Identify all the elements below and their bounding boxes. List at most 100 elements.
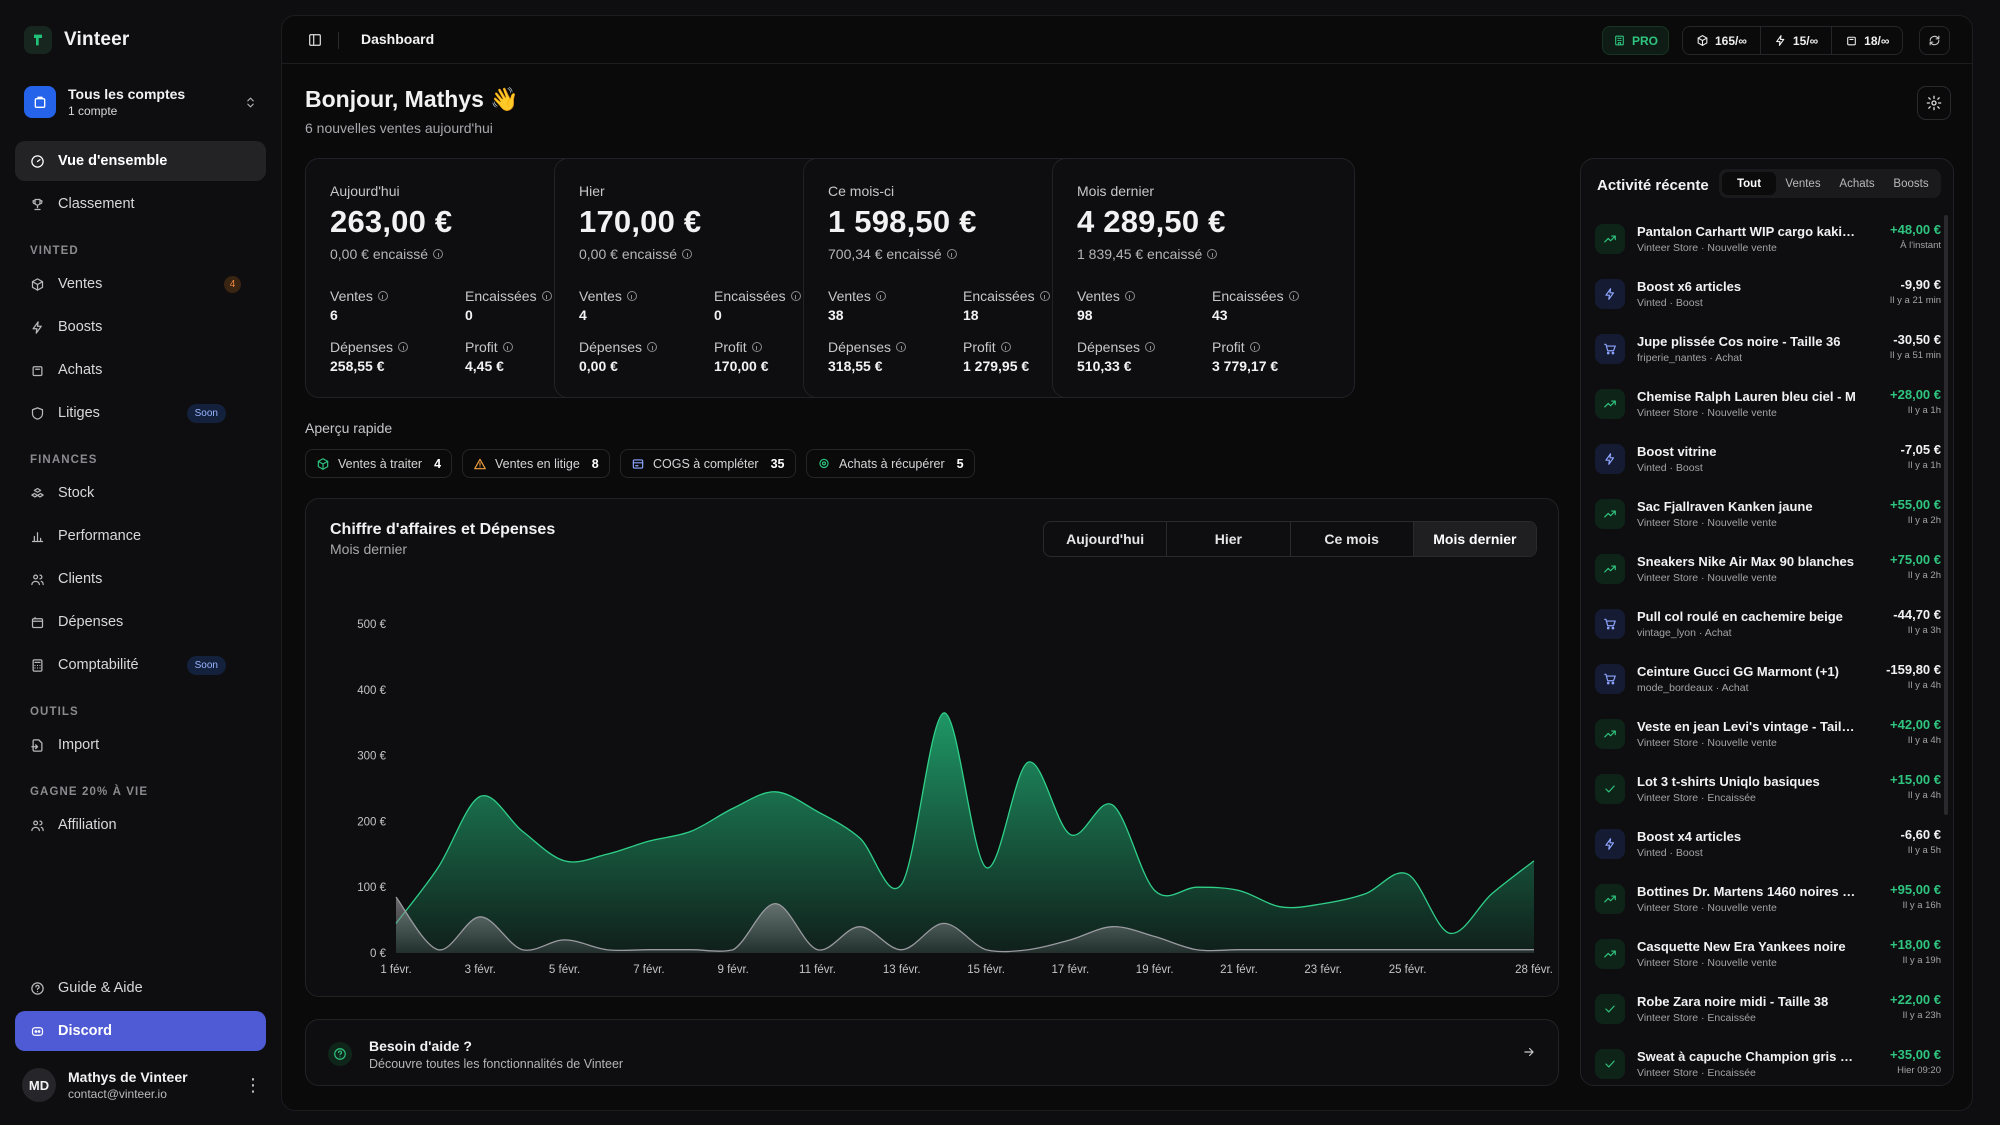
kpi-stat-depenses: Dépenses 258,55 €: [330, 339, 465, 374]
info-icon[interactable]: [1145, 342, 1156, 352]
kpi-collected-value: 0,00 € encaissé: [579, 246, 678, 262]
tab-ventes[interactable]: Ventes: [1785, 177, 1821, 190]
range-ce-mois[interactable]: Ce mois: [1289, 522, 1413, 556]
activity-item[interactable]: Chemise Ralph Lauren bleu ciel - M Vintee…: [1595, 376, 1941, 431]
sidebar-item-litiges[interactable]: Litiges Soon: [15, 393, 266, 433]
help-subtitle: Découvre toutes les fonctionnalités de V…: [369, 1057, 624, 1071]
activity-item[interactable]: Ceinture Gucci GG Marmont (+1) mode_borde…: [1595, 651, 1941, 706]
tab-tout[interactable]: Tout: [1722, 172, 1776, 195]
activity-item[interactable]: Boost vitrine Vinted · Boost -7,05 € Il y a…: [1595, 431, 1941, 486]
help-banner[interactable]: Besoin d'aide ? Découvre toutes les fonc…: [305, 1019, 1559, 1086]
quick-label: Achats à récupérer: [839, 456, 945, 471]
kpi-value: 1 598,50 €: [828, 204, 977, 239]
activity-time: Il y a 4h: [1907, 790, 1941, 801]
activity-item[interactable]: Jupe plissée Cos noire - Taille 36 friper…: [1595, 321, 1941, 376]
info-icon[interactable]: [433, 249, 444, 259]
sidebar-nav: Vue d'ensemble Classement VINTED Ventes 4 Boo…: [15, 141, 266, 848]
kpi-stat-label: Ventes: [330, 288, 373, 304]
activity-time: Il y a 5h: [1907, 845, 1941, 856]
sidebar-item-classement[interactable]: Classement: [15, 184, 266, 224]
activity-item[interactable]: Boost x6 articles Vinted · Boost -9,90 € Il…: [1595, 266, 1941, 321]
sidebar-item-depenses[interactable]: Dépenses: [15, 602, 266, 642]
refresh-button[interactable]: [1919, 26, 1950, 55]
info-icon[interactable]: [1288, 291, 1299, 301]
activity-item[interactable]: Sneakers Nike Air Max 90 blanches Vinteer…: [1595, 541, 1941, 596]
activity-name: Sweat à capuche Champion gris - M: [1637, 1048, 1857, 1064]
settings-button[interactable]: [1917, 86, 1951, 120]
info-icon[interactable]: [1124, 291, 1135, 301]
info-icon[interactable]: [626, 291, 637, 301]
activity-item[interactable]: Boost x4 articles Vinted · Boost -6,60 € Il…: [1595, 816, 1941, 871]
info-icon[interactable]: [1249, 342, 1260, 352]
range-hier[interactable]: Hier: [1166, 522, 1289, 556]
sidebar-item-discord[interactable]: Discord: [15, 1011, 266, 1051]
activity-item[interactable]: Lot 3 t-shirts Uniqlo basiques Vinteer St…: [1595, 761, 1941, 816]
activity-item[interactable]: Pantalon Carhartt WIP cargo kaki beige Vi…: [1595, 211, 1941, 266]
activity-name: Sac Fjallraven Kanken jaune: [1637, 498, 1813, 514]
kpi-stat-profit: Profit 1 279,95 €: [963, 339, 1083, 374]
info-icon[interactable]: [398, 342, 409, 352]
trophy-icon: [30, 197, 45, 212]
kpi-stat-encaissees: Encaissées 0: [714, 288, 834, 323]
topbar: Dashboard PRO 165/∞ 15/∞ 18/∞: [282, 16, 1972, 64]
sidebar-item-performance[interactable]: Performance: [15, 516, 266, 556]
sidebar-item-import[interactable]: Import: [15, 725, 266, 765]
info-icon[interactable]: [1039, 291, 1050, 301]
info-icon[interactable]: [377, 291, 388, 301]
tab-boosts[interactable]: Boosts: [1893, 177, 1929, 190]
info-icon[interactable]: [946, 249, 957, 259]
activity-item[interactable]: Sweat à capuche Champion gris - M Vinteer…: [1595, 1036, 1941, 1085]
info-icon[interactable]: [1000, 342, 1011, 352]
info-icon[interactable]: [682, 249, 693, 259]
info-icon[interactable]: [502, 342, 513, 352]
sidebar-item-comptabilite[interactable]: Comptabilité Soon: [15, 645, 266, 685]
quick-achats-a-recuperer[interactable]: Achats à récupérer 5: [806, 449, 975, 478]
activity-item[interactable]: Sac Fjallraven Kanken jaune Vinteer Store…: [1595, 486, 1941, 541]
scrollbar[interactable]: [1944, 215, 1948, 815]
kpi-stat-label: Dépenses: [579, 339, 643, 355]
info-icon[interactable]: [1207, 249, 1218, 259]
sidebar-item-guide-aide[interactable]: Guide & Aide: [15, 968, 266, 1008]
sidebar-toggle-icon[interactable]: [307, 32, 323, 48]
section-title-vinted: VINTED: [30, 245, 79, 257]
activity-item[interactable]: Robe Zara noire midi - Taille 38 Vinteer …: [1595, 981, 1941, 1036]
sidebar-item-ventes[interactable]: Ventes 4: [15, 264, 266, 304]
brand[interactable]: Vinteer: [24, 26, 129, 54]
quota-chip[interactable]: 165/∞ 15/∞ 18/∞: [1682, 26, 1904, 55]
sidebar-item-clients[interactable]: Clients: [15, 559, 266, 599]
info-icon[interactable]: [896, 342, 907, 352]
info-icon[interactable]: [541, 291, 552, 301]
sidebar-item-achats[interactable]: Achats: [15, 350, 266, 390]
kpi-collected: 0,00 € encaissé: [330, 246, 583, 262]
tab-achats[interactable]: Achats: [1839, 177, 1875, 190]
cart-icon: [1595, 333, 1625, 364]
pro-badge[interactable]: PRO: [1602, 26, 1670, 55]
quick-ventes-en-litige[interactable]: Ventes en litige 8: [462, 449, 610, 478]
activity-item[interactable]: Veste en jean Levi's vintage - Taille L V…: [1595, 706, 1941, 761]
chart-subtitle: Mois dernier: [330, 541, 408, 557]
activity-item[interactable]: Casquette New Era Yankees noire Vinteer S…: [1595, 926, 1941, 981]
quick-ventes-a-traiter[interactable]: Ventes à traiter 4: [305, 449, 453, 478]
info-icon[interactable]: [875, 291, 886, 301]
activity-time: Il y a 23h: [1902, 1010, 1941, 1021]
user-profile[interactable]: MD Mathys de Vinteer contact@vinteer.io …: [22, 1068, 262, 1102]
account-switcher[interactable]: Tous les comptes 1 compte: [18, 80, 263, 124]
activity-item[interactable]: Bottines Dr. Martens 1460 noires - 39 Vin…: [1595, 871, 1941, 926]
info-icon[interactable]: [751, 342, 762, 352]
sidebar-item-boosts[interactable]: Boosts: [15, 307, 266, 347]
activity-name: Veste en jean Levi's vintage - Taille L: [1637, 718, 1857, 734]
activity-time: Hier 09:20: [1897, 1065, 1941, 1076]
range-mois-dernier[interactable]: Mois dernier: [1412, 522, 1536, 556]
sidebar-item-affiliation[interactable]: Affiliation: [15, 805, 266, 845]
kpi-stat-value: 6: [330, 307, 338, 323]
info-icon[interactable]: [647, 342, 658, 352]
range-aujourd-hui[interactable]: Aujourd'hui: [1066, 531, 1145, 547]
more-vertical-icon[interactable]: ⋮: [244, 1075, 262, 1095]
user-name: Mathys de Vinteer: [68, 1069, 188, 1085]
sidebar-item-vue-d-ensemble[interactable]: Vue d'ensemble: [15, 141, 266, 181]
sidebar-item-stock[interactable]: Stock: [15, 473, 266, 513]
info-icon[interactable]: [790, 291, 801, 301]
quota-item: 18/∞: [1831, 27, 1902, 54]
quick-cogs-a-completer[interactable]: COGS à compléter 35: [620, 449, 796, 478]
activity-item[interactable]: Pull col roulé en cachemire beige vintage…: [1595, 596, 1941, 651]
